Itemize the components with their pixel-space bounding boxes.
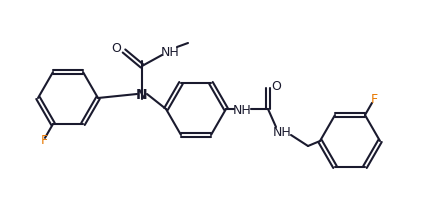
Text: NH: NH <box>273 125 291 138</box>
Text: F: F <box>371 93 378 105</box>
Text: N: N <box>136 88 148 102</box>
Text: F: F <box>41 133 48 146</box>
Text: NH: NH <box>161 45 179 58</box>
Text: O: O <box>111 41 121 54</box>
Text: NH: NH <box>233 103 252 116</box>
Text: O: O <box>271 80 281 93</box>
